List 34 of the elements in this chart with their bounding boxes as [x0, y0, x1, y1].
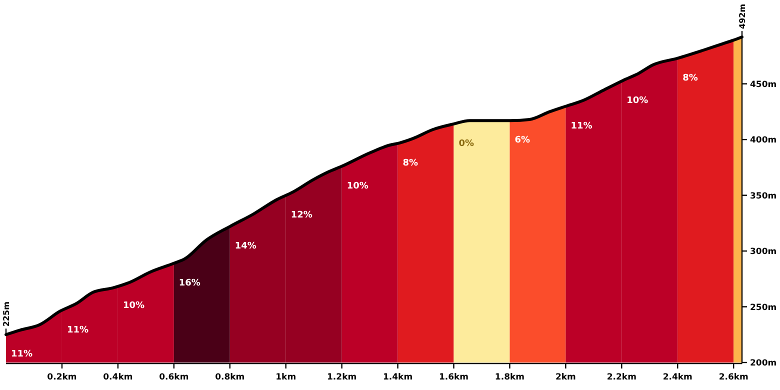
- x-tick-label: 1.6km: [438, 372, 469, 382]
- y-tick-label: 250m: [750, 302, 777, 313]
- band-label: 11%: [570, 121, 592, 132]
- band-label: 10%: [346, 181, 368, 192]
- x-tick-label: 2.6km: [718, 372, 749, 382]
- band-label: 0%: [458, 138, 474, 149]
- annotation: 225m: [2, 302, 11, 327]
- x-tick-label: 0.4km: [103, 372, 133, 382]
- x-tick-label: 1.2km: [327, 372, 357, 382]
- x-tick-label: 1km: [276, 372, 296, 382]
- band-label: 12%: [290, 210, 312, 220]
- band-label: 16%: [178, 278, 200, 288]
- x-tick-label: 2.2km: [606, 372, 637, 382]
- annotation: 492m: [738, 4, 747, 29]
- band-label: 6%: [514, 136, 530, 146]
- x-tick-label: 2.4km: [662, 372, 693, 382]
- band-label: 8%: [402, 158, 418, 168]
- band-label: 14%: [234, 242, 256, 252]
- x-tick-label: 2km: [555, 372, 576, 382]
- x-tick-label: 0.6km: [159, 372, 189, 382]
- x-tick-label: 1.8km: [494, 372, 525, 382]
- y-tick-label: 300m: [750, 247, 777, 258]
- band-label: 8%: [682, 73, 698, 84]
- y-tick-label: 400m: [750, 136, 777, 146]
- y-tick-label: 350m: [750, 191, 777, 202]
- band-label: 11%: [66, 325, 89, 336]
- y-tick-label: 450m: [750, 80, 777, 90]
- band-label: 10%: [122, 301, 144, 312]
- band-label: 10%: [626, 96, 648, 106]
- band-label: 11%: [11, 350, 33, 360]
- y-tick-label: 200m: [750, 358, 777, 368]
- x-tick-label: 0.2km: [47, 372, 77, 382]
- x-tick-label: 0.8km: [215, 372, 245, 382]
- x-tick-label: 1.4km: [383, 372, 413, 382]
